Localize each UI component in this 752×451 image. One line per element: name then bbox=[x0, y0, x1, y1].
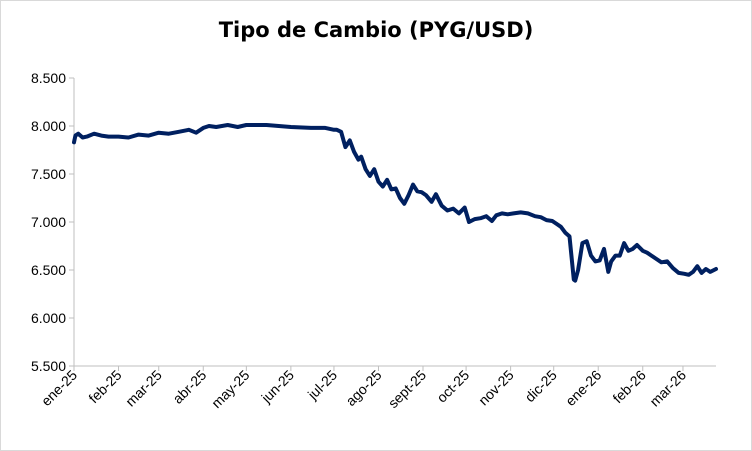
x-tick-label: dic-25 bbox=[522, 367, 560, 405]
x-tick-label: mar-26 bbox=[646, 367, 689, 410]
y-tick-label: 8.500 bbox=[31, 70, 66, 86]
tick-labels: 5.500 6.000 6.500 7.000 7.500 8.000 8.500 ene-2… bbox=[31, 70, 689, 411]
x-tick-label: ene-26 bbox=[562, 367, 604, 409]
y-tick-label: 7.000 bbox=[31, 214, 66, 230]
x-tick-label: nov-25 bbox=[475, 367, 517, 409]
x-tick-label: jun-25 bbox=[257, 367, 297, 407]
x-tick-label: sept-25 bbox=[385, 367, 429, 411]
x-tick-label: jul-25 bbox=[304, 367, 340, 403]
y-tick-label: 5.500 bbox=[31, 358, 66, 374]
y-tick-label: 6.500 bbox=[31, 262, 66, 278]
chart-title: Tipo de Cambio (PYG/USD) bbox=[218, 18, 534, 42]
y-tick-label: 6.000 bbox=[31, 310, 66, 326]
plot-area bbox=[72, 123, 718, 283]
x-tick-label: oct-25 bbox=[433, 367, 472, 406]
x-tick-label: abr-25 bbox=[169, 367, 209, 407]
x-tick-label: may-25 bbox=[208, 367, 252, 411]
x-tick-label: mar-25 bbox=[122, 367, 165, 410]
x-tick-label: feb-26 bbox=[609, 367, 649, 407]
y-tick-label: 7.500 bbox=[31, 166, 66, 182]
exchange-rate-line bbox=[72, 123, 718, 283]
x-tick-label: feb-25 bbox=[85, 367, 125, 407]
x-tick-label: ago-25 bbox=[342, 367, 384, 409]
axes bbox=[69, 77, 716, 371]
y-tick-label: 8.000 bbox=[31, 118, 66, 134]
